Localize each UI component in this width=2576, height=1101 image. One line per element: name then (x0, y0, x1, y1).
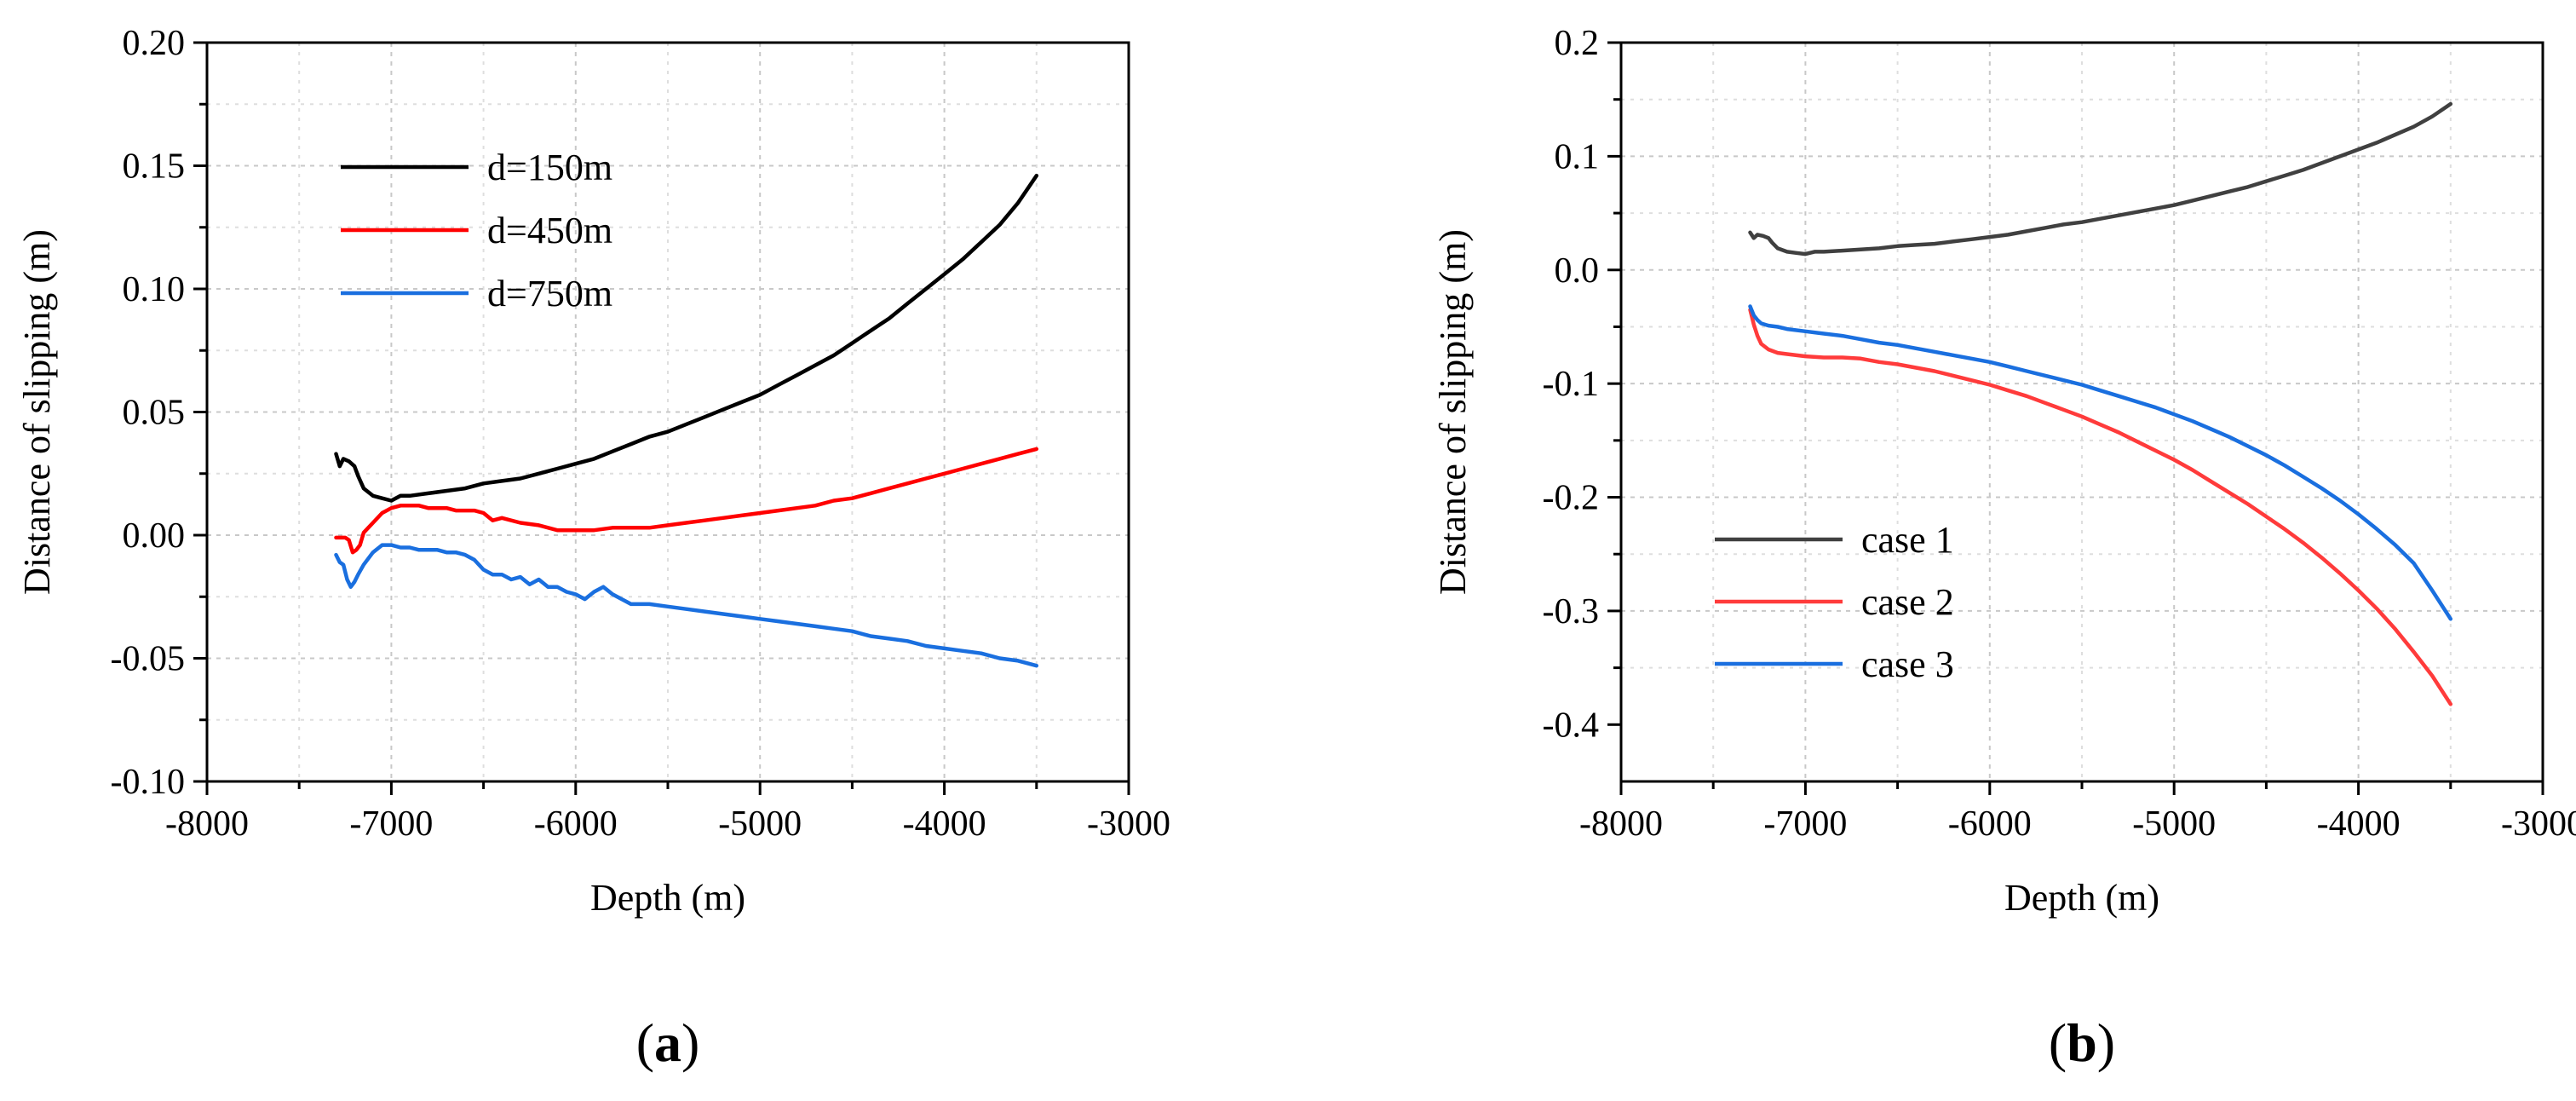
y-tick-label: -0.10 (111, 763, 186, 802)
legend: case 1 case 2 case 3 (1715, 519, 1954, 685)
x-axis-title: Depth (m) (2004, 877, 2159, 919)
x-tick-label: -4000 (2317, 804, 2401, 844)
series-line-b-1 (1748, 101, 2453, 257)
y-tick-label: 0.10 (123, 270, 186, 309)
y-tick-label: -0.2 (1543, 479, 1600, 518)
x-tick-label: -5000 (2132, 804, 2216, 844)
y-tick-label: 0.2 (1555, 24, 1600, 63)
y-tick-label: 0.15 (123, 147, 186, 187)
series-line-a-2 (334, 447, 1039, 555)
y-tick-label: 0.20 (123, 24, 186, 63)
y-tick-label: -0.1 (1543, 365, 1600, 404)
series-line-b-3 (1748, 304, 2453, 621)
legend-label-3: case 3 (1861, 643, 1954, 685)
legend: d=150m d=450m d=750m (341, 147, 612, 314)
y-tick-label: 0.0 (1555, 251, 1600, 291)
series-line-b-2 (1748, 308, 2453, 706)
x-tick-label: -6000 (534, 804, 618, 844)
legend-label-1: case 1 (1861, 519, 1954, 561)
legend-label-2: d=450m (487, 210, 612, 251)
x-tick-label: -4000 (903, 804, 986, 844)
x-tick-label: -6000 (1948, 804, 2032, 844)
y-tick-label: -0.3 (1543, 592, 1600, 631)
chart-panel-b: -8000 -7000 -6000 -5000 -4000 -3000 -0.4 -0.3 -0… (1432, 24, 2576, 1073)
legend-label-1: d=150m (487, 147, 612, 188)
x-tick-label: -8000 (165, 804, 249, 844)
x-tick-label: -7000 (1763, 804, 1847, 844)
y-axis-title: Distance of slipping (m) (1432, 229, 1474, 595)
x-tick-label: -8000 (1579, 804, 1663, 844)
x-axis-title: Depth (m) (590, 877, 745, 919)
y-tick-label: -0.4 (1543, 706, 1600, 745)
chart-panel-a: -8000 -7000 -6000 -5000 -4000 -3000 -0.10 -0.05… (16, 24, 1170, 1073)
panel-label: (b) (2049, 1012, 2115, 1073)
legend-label-3: d=750m (487, 273, 612, 314)
y-axis-title: Distance of slipping (m) (16, 229, 58, 595)
y-tick-label: 0.1 (1555, 137, 1600, 176)
panel-label: (a) (636, 1012, 700, 1073)
series-line-a-1 (334, 173, 1039, 503)
y-tick-label: 0.05 (123, 394, 186, 433)
legend-label-2: case 2 (1861, 581, 1954, 623)
x-tick-label: -3000 (1087, 804, 1170, 844)
y-tick-label: -0.05 (111, 640, 186, 679)
x-tick-label: -3000 (2501, 804, 2576, 844)
series-line-a-3 (334, 543, 1039, 668)
x-tick-label: -5000 (718, 804, 802, 844)
y-tick-label: 0.00 (123, 516, 186, 556)
x-tick-label: -7000 (349, 804, 433, 844)
